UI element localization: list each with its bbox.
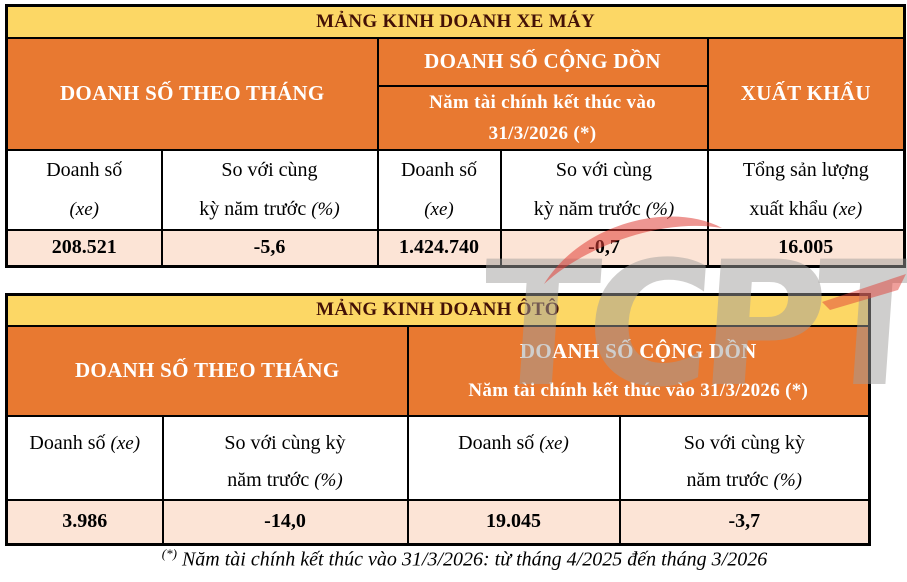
value-cumulative-volume: 1.424.740 (376, 228, 502, 268)
header-text: Doanh số (458, 431, 540, 454)
cumulative-group-label: DOANH SỐ CỘNG DỒN (519, 338, 757, 363)
header-text: năm trước (686, 468, 774, 491)
motorcycle-header-row: Doanh số (xe) So với cùng kỳ năm trước (… (5, 148, 906, 231)
header-text: So với cùng (221, 158, 318, 181)
cumulative-sales-group-header: DOANH SỐ CỘNG DỒN (376, 36, 709, 87)
footnote-text: Năm tài chính kết thúc vào 31/3/2026: từ… (176, 548, 768, 571)
fiscal-year-note: Năm tài chính kết thúc vào 31/3/2026 (*) (429, 91, 656, 144)
header-text: Doanh số (29, 431, 111, 454)
value-export-total: 16.005 (706, 228, 906, 268)
footnote-asterisk: (*) (161, 546, 177, 561)
header-unit: (%) (311, 198, 340, 220)
value-monthly-yoy: -14,0 (161, 498, 409, 546)
header-unit: (xe) (110, 432, 141, 454)
header-export-total: Tổng sản lượng xuất khẩu (xe) (706, 148, 906, 231)
auto-data-row: 3.986 -14,0 19.045 -3,7 (5, 498, 871, 546)
value-monthly-volume: 208.521 (5, 228, 163, 268)
header-unit: (xe) (832, 198, 863, 220)
header-text: So với cùng (555, 158, 653, 181)
motorcycle-data-row: 208.521 -5,6 1.424.740 -0,7 16.005 (5, 228, 906, 268)
header-text: Doanh số (46, 158, 123, 181)
header-text: kỳ năm trước (533, 197, 646, 220)
header-yoy-change: So với cùng kỳ năm trước (%) (160, 148, 379, 231)
header-unit: (xe) (539, 432, 569, 454)
value-cumulative-yoy: -0,7 (499, 228, 709, 268)
header-unit: (%) (645, 198, 675, 220)
header-text: Doanh số (400, 158, 478, 181)
value-cumulative-yoy: -3,7 (618, 498, 871, 546)
header-cumulative-yoy-change: So với cùng kỳ năm trước (%) (499, 148, 709, 231)
header-sales-volume: Doanh số (xe) (5, 414, 164, 501)
value-cumulative-volume: 19.045 (406, 498, 621, 546)
motorcycle-table-title: MẢNG KINH DOANH XE MÁY (5, 4, 906, 39)
value-monthly-volume: 3.986 (5, 498, 164, 546)
fiscal-year-footnote: (*) Năm tài chính kết thúc vào 31/3/2026… (0, 546, 907, 572)
header-unit: (xe) (69, 198, 100, 220)
motorcycle-sales-table: MẢNG KINH DOANH XE MÁY DOANH SỐ THEO THÁ… (5, 4, 907, 268)
header-cumulative-volume: Doanh số (xe) (376, 148, 502, 231)
header-unit: (%) (773, 469, 802, 491)
header-sales-volume: Doanh số (xe) (5, 148, 163, 231)
header-text: năm trước (227, 468, 315, 491)
header-unit: (xe) (424, 198, 454, 220)
export-group-header: XUẤT KHẨU (706, 36, 906, 151)
header-text: kỳ năm trước (199, 197, 312, 220)
cumulative-sales-group-header: DOANH SỐ CỘNG DỒN Năm tài chính kết thúc… (406, 324, 871, 417)
auto-sales-table: MẢNG KINH DOANH ÔTÔ DOANH SỐ THEO THÁNG … (5, 293, 872, 546)
header-unit: (%) (314, 469, 343, 491)
header-text: So với cùng kỳ (224, 431, 346, 454)
fiscal-year-note: Năm tài chính kết thúc vào 31/3/2026 (*) (468, 379, 809, 401)
auto-header-row: Doanh số (xe) So với cùng kỳ năm trước (… (5, 414, 871, 501)
header-text: So với cùng kỳ (683, 431, 805, 454)
header-cumulative-volume: Doanh số (xe) (406, 414, 621, 501)
header-text: Tổng sản lượng (742, 158, 869, 181)
fiscal-year-note-cell: Năm tài chính kết thúc vào 31/3/2026 (*) (376, 84, 709, 151)
monthly-sales-group-header: DOANH SỐ THEO THÁNG (5, 36, 379, 151)
header-cumulative-yoy-change: So với cùng kỳ năm trước (%) (618, 414, 871, 501)
value-monthly-yoy: -5,6 (160, 228, 379, 268)
auto-table-title: MẢNG KINH DOANH ÔTÔ (5, 293, 871, 327)
monthly-sales-group-header: DOANH SỐ THEO THÁNG (5, 324, 409, 417)
header-text: xuất khẩu (749, 197, 833, 220)
header-yoy-change: So với cùng kỳ năm trước (%) (161, 414, 409, 501)
